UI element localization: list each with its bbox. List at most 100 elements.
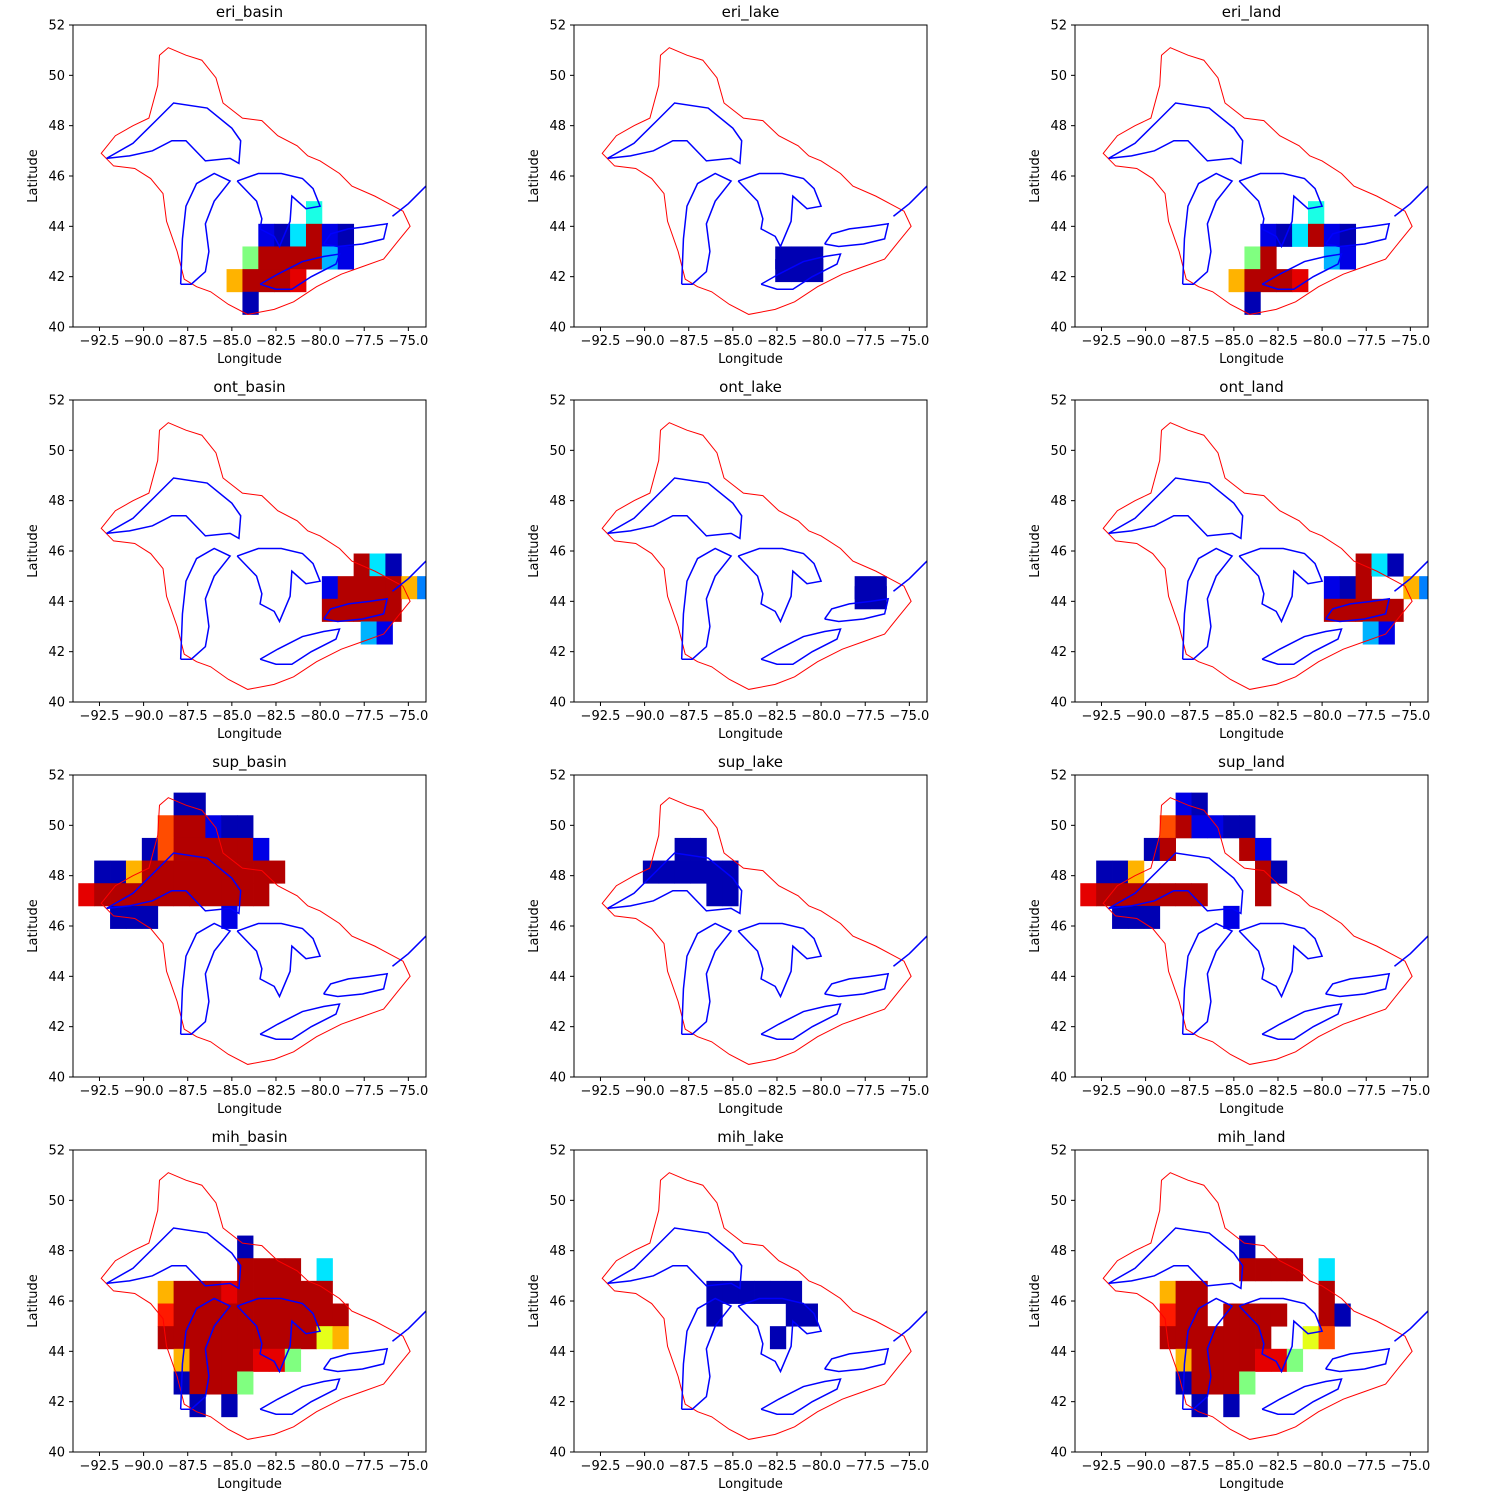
grid-cell [316,1303,333,1327]
grid-cell [237,837,254,861]
lake-shoreline [760,253,842,290]
map-panel-mih-basin: mih_basin−92.5 −90.0 −87.5 −85.0 −82.5 −80.0−… [26,1128,428,1492]
lake-shoreline [179,547,232,660]
basin-outline [601,1172,912,1440]
grid-cell [189,1280,206,1304]
panel-title: eri_land [1222,3,1281,22]
lake-shoreline [106,1227,242,1290]
grid-cell [1339,246,1357,270]
lake-shoreline [680,1297,733,1410]
grid-cell [1239,815,1256,839]
x-axis-label: Longitude [217,727,282,742]
lake-shoreline [760,1378,842,1415]
x-tick-label: −80.0 [1302,1084,1342,1099]
grid-cell [141,837,159,861]
lake-shoreline [1108,1227,1244,1290]
lake-shoreline [1181,922,1234,1035]
x-tick-label: −85.0 [212,1459,252,1474]
grid-cell [205,1348,222,1372]
y-tick-label: 44 [1050,595,1067,610]
grid-cell [253,1326,270,1350]
grid-cell [1302,1326,1319,1350]
grid-cell [253,1258,270,1282]
plot-area [78,792,426,1065]
x-tick-label: −90.0 [1126,1459,1166,1474]
basin-outline [601,47,912,315]
grid-cell [94,860,111,884]
lake-shoreline [323,972,389,998]
grid-cell [78,883,95,907]
y-tick-label: 48 [48,119,65,134]
y-tick-label: 48 [549,1244,566,1259]
grid-cell [268,1326,286,1350]
grid-cell [157,815,175,839]
grid-cell [1096,860,1113,884]
grid-cell [785,1303,803,1327]
y-tick-label: 52 [549,1144,566,1159]
x-tick-label: −87.5 [669,334,709,349]
grid-cell [769,1326,787,1350]
basin-outline [100,797,411,1065]
y-tick-label: 44 [1050,1345,1067,1360]
grid-cell [1318,1303,1335,1327]
lake-shoreline [680,172,733,285]
grid-cell [205,883,222,907]
grid-cell [369,598,386,622]
grid-cell [173,1280,190,1304]
lake-shoreline [1181,172,1234,285]
panel-title: mih_land [1217,1128,1285,1147]
grid-cell [1239,1258,1256,1282]
x-tick-label: −90.0 [124,1459,164,1474]
grid-cell [690,860,707,884]
lake-shoreline [824,1347,890,1373]
y-tick-label: 40 [549,1446,566,1461]
y-tick-label: 52 [1050,769,1067,784]
y-tick-label: 42 [48,645,65,660]
lake-shoreline [737,547,823,624]
x-axis-label: Longitude [217,352,282,367]
grid-cell [1292,269,1309,293]
x-tick-label: −90.0 [124,709,164,724]
grid-cell [1191,1303,1208,1327]
x-tick-label: −85.0 [212,709,252,724]
grid-cell [221,883,238,907]
y-tick-label: 40 [549,1071,566,1086]
y-tick-label: 44 [549,970,566,985]
map-panel-eri-land: eri_land −92.5 −90.0 −87.5 −85.0 −82.5 −80.0 −7… [1028,3,1430,367]
y-tick-label: 42 [48,270,65,285]
grid-cell [268,1303,286,1327]
basin-outline [601,797,912,1065]
panel-title: eri_basin [216,3,283,22]
x-tick-label: −87.5 [168,1459,208,1474]
y-tick-label: 46 [48,920,65,935]
panel-title: sup_basin [212,753,287,772]
grid-cell [775,259,792,283]
lake-shoreline [1325,222,1391,248]
y-tick-label: 52 [1050,394,1067,409]
plot-area [1102,1172,1428,1440]
y-tick-label: 40 [1050,696,1067,711]
y-tick-label: 42 [1050,1395,1067,1410]
lake-shoreline [259,1003,341,1040]
grid-cell [1175,1303,1192,1327]
grid-cell [706,1280,723,1304]
grid-cell [369,576,386,600]
grid-cell [237,815,254,839]
grid-cell [1255,883,1272,907]
grid-cell [801,1303,818,1327]
grid-cell [221,1303,238,1327]
grid-cell [1207,1326,1224,1350]
grid-cell [1159,1280,1177,1304]
y-tick-label: 50 [48,444,65,459]
x-tick-label: −87.5 [669,709,709,724]
x-tick-label: −90.0 [124,334,164,349]
grid-cell [1175,815,1192,839]
x-tick-label: −77.5 [845,334,885,349]
y-tick-label: 48 [549,494,566,509]
x-tick-label: −85.0 [713,1084,753,1099]
y-tick-label: 48 [1050,494,1067,509]
grid-cell [205,1326,222,1350]
x-tick-label: −80.0 [300,1459,340,1474]
x-tick-label: −80.0 [1302,709,1342,724]
grid-cell [173,837,190,861]
